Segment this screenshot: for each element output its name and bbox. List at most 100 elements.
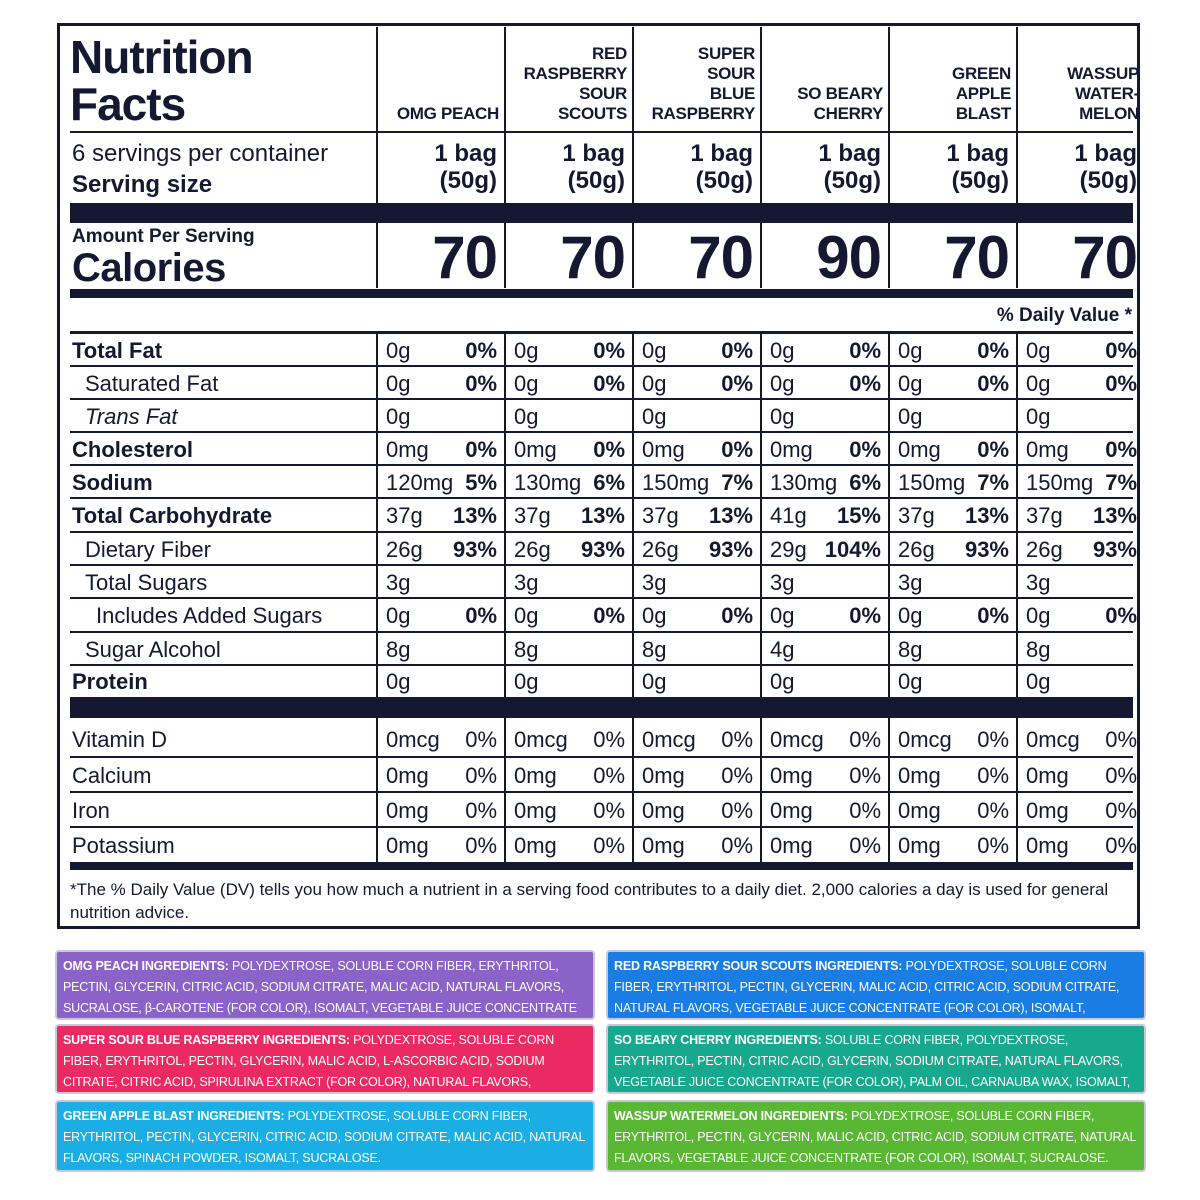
- nutrient-amount: 8g: [898, 636, 923, 662]
- nutrient-amount: 0g: [1026, 603, 1051, 628]
- column-divider: [760, 333, 762, 697]
- vitamins-thick-divider: [70, 697, 1133, 718]
- flavor-header-line: OMG PEACH: [396, 104, 499, 123]
- nutrient-daily-value: 7%: [721, 469, 753, 495]
- nutrient-amount: 4g: [770, 636, 795, 662]
- nutrient-daily-value: 0%: [465, 370, 497, 396]
- vitamin-label: Potassium: [72, 832, 175, 858]
- nutrient-amount: 0g: [642, 403, 667, 429]
- vitamin-daily-value: 0%: [593, 832, 625, 858]
- flavor-header: OMG PEACH: [378, 104, 499, 124]
- nutrient-amount: 0g: [386, 338, 411, 363]
- vitamin-amount: 0mcg: [514, 726, 568, 752]
- flavor-header-line: SCOUTS: [557, 104, 627, 123]
- nutrient-amount: 0g: [514, 403, 539, 429]
- vitamin-daily-value: 0%: [465, 726, 497, 752]
- vitamin-daily-value: 0%: [593, 762, 625, 788]
- nutrient-daily-value: 0%: [593, 436, 625, 462]
- nutrient-daily-value: 0%: [849, 338, 881, 363]
- nutrient-amount: 0g: [642, 338, 667, 363]
- vitamin-daily-value: 0%: [1105, 797, 1137, 823]
- flavor-header-line: RASPBERRY: [651, 104, 756, 123]
- nutrient-amount: 0mg: [770, 436, 813, 462]
- nutrient-amount: 0g: [770, 603, 795, 628]
- vitamin-amount: 0mg: [898, 832, 941, 858]
- nutrient-daily-value: 0%: [721, 370, 753, 396]
- vitamin-amount: 0mg: [386, 762, 429, 788]
- column-divider: [504, 27, 506, 288]
- nutrition-facts-panel: [57, 23, 1140, 929]
- vitamin-amount: 0mg: [642, 797, 685, 823]
- vitamin-amount: 0mg: [386, 797, 429, 823]
- nutrient-amount: 8g: [514, 636, 539, 662]
- serving-size-amount: 1 bag: [562, 140, 625, 167]
- nutrient-amount: 0g: [514, 669, 539, 694]
- vitamin-daily-value: 0%: [721, 832, 753, 858]
- serving-size-weight: (50g): [567, 167, 625, 194]
- vitamin-amount: 0mcg: [770, 726, 824, 752]
- vitamin-daily-value: 0%: [849, 726, 881, 752]
- nutrient-daily-value: 93%: [1092, 536, 1137, 562]
- vitamin-amount: 0mg: [386, 832, 429, 858]
- serving-size-amount: 1 bag: [818, 140, 881, 167]
- flavor-header-line: RASPBERRY: [523, 64, 628, 83]
- vitamin-amount: 0mg: [514, 832, 557, 858]
- nutrient-daily-value: 0%: [593, 338, 625, 363]
- column-divider: [632, 718, 634, 862]
- vitamin-label: Vitamin D: [72, 726, 167, 752]
- column-divider: [376, 718, 378, 862]
- nutrient-amount: 0g: [1026, 370, 1051, 396]
- calories-value: 70: [560, 224, 626, 291]
- nutrient-amount: 0g: [898, 669, 923, 694]
- nutrient-daily-value: 13%: [580, 503, 625, 528]
- nutrient-daily-value: 6%: [849, 469, 881, 495]
- row-divider: [70, 531, 1133, 533]
- nutrient-amount: 0g: [386, 603, 411, 628]
- flavor-header: SO BEARY CHERRY: [762, 84, 883, 124]
- nutrient-amount: 3g: [386, 569, 411, 595]
- nutrient-amount: 150mg: [1026, 469, 1094, 495]
- vitamin-daily-value: 0%: [977, 762, 1009, 788]
- nutrient-amount: 26g: [1026, 536, 1063, 562]
- ingredients-box: GREEN APPLE BLAST INGREDIENTS: POLYDEXTR…: [55, 1100, 595, 1172]
- vitamin-daily-value: 0%: [977, 726, 1009, 752]
- nutrient-amount: 150mg: [642, 469, 710, 495]
- calories-value: 70: [944, 224, 1010, 291]
- ingredients-box: SUPER SOUR BLUE RASPBERRY INGREDIENTS: P…: [55, 1024, 595, 1110]
- vitamin-amount: 0mg: [1026, 797, 1069, 823]
- vitamin-amount: 0mg: [898, 797, 941, 823]
- calories-value: 70: [1072, 224, 1138, 291]
- vitamin-amount: 0mcg: [1026, 726, 1080, 752]
- ingredients-label: WASSUP WATERMELON INGREDIENTS:: [614, 1109, 848, 1123]
- ingredients-box: OMG PEACH INGREDIENTS: POLYDEXTROSE, SOL…: [55, 950, 595, 1036]
- nutrient-daily-value: 0%: [977, 370, 1009, 396]
- row-divider: [70, 497, 1133, 499]
- nutrient-amount: 0mg: [898, 436, 941, 462]
- nutrient-daily-value: 0%: [465, 603, 497, 628]
- nutrient-label: Total Carbohydrate: [72, 503, 273, 528]
- row-divider: [70, 631, 1133, 633]
- ingredients-box: SO BEARY CHERRY INGREDIENTS: SOLUBLE COR…: [606, 1024, 1146, 1110]
- nutrient-daily-value: 0%: [1105, 603, 1137, 628]
- nutrient-daily-value: 0%: [593, 603, 625, 628]
- flavor-header-line: RED: [592, 44, 627, 63]
- nutrient-amount: 0g: [386, 370, 411, 396]
- serving-size-amount: 1 bag: [1074, 140, 1137, 167]
- servings-per-container: 6 servings per container: [72, 140, 329, 167]
- row-divider: [70, 365, 1133, 367]
- row-divider: [70, 431, 1133, 433]
- column-divider: [888, 718, 890, 862]
- nutrient-amount: 3g: [770, 569, 795, 595]
- nutrient-label: Sodium: [72, 469, 153, 495]
- nutrient-daily-value: 0%: [721, 603, 753, 628]
- nutrient-amount: 26g: [642, 536, 679, 562]
- flavor-header-line: MELON: [1079, 104, 1139, 123]
- nutrient-label: Cholesterol: [72, 436, 194, 462]
- nutrient-daily-value: 0%: [1105, 338, 1137, 363]
- vitamin-amount: 0mg: [770, 762, 813, 788]
- serving-size-value: 1 bag (50g): [1018, 140, 1137, 194]
- serving-size-weight: (50g): [695, 167, 753, 194]
- nutrient-amount: 3g: [1026, 569, 1051, 595]
- nutrient-amount: 0g: [1026, 403, 1051, 429]
- column-divider: [1016, 333, 1018, 697]
